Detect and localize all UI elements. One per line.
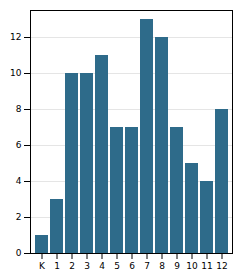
svg-text:1: 1: [54, 261, 60, 271]
svg-text:12: 12: [10, 32, 21, 42]
svg-text:11: 11: [201, 261, 212, 271]
svg-text:9: 9: [174, 261, 180, 271]
svg-text:6: 6: [16, 140, 22, 150]
svg-text:4: 4: [16, 176, 22, 186]
svg-text:7: 7: [144, 261, 150, 271]
svg-text:K: K: [39, 261, 46, 271]
svg-text:3: 3: [84, 261, 90, 271]
svg-text:10: 10: [10, 68, 22, 78]
svg-text:2: 2: [69, 261, 75, 271]
svg-text:5: 5: [114, 261, 120, 271]
svg-text:0: 0: [16, 248, 22, 258]
svg-text:8: 8: [159, 261, 165, 271]
svg-text:8: 8: [16, 104, 22, 114]
svg-text:10: 10: [186, 261, 198, 271]
svg-text:6: 6: [129, 261, 135, 271]
svg-text:4: 4: [99, 261, 105, 271]
svg-text:12: 12: [216, 261, 227, 271]
svg-text:2: 2: [16, 212, 22, 222]
